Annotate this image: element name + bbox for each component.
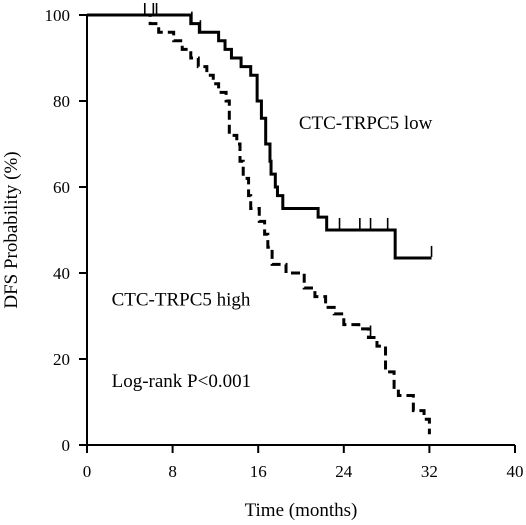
- annotation-logrank: Log-rank P<0.001: [112, 371, 251, 392]
- y-axis-label: DFS Probability (%): [1, 151, 22, 308]
- annotations: CTC-TRPC5 low CTC-TRPC5 high Log-rank P<0.…: [112, 113, 433, 392]
- axes: [79, 14, 516, 453]
- x-axis-label: Time (months): [245, 500, 358, 521]
- x-tick-label: 0: [83, 462, 92, 481]
- x-tick-label: 40: [507, 462, 524, 481]
- survival-curves: [87, 13, 432, 435]
- x-tick-label: 32: [421, 462, 438, 481]
- y-tick-label: 0: [62, 436, 71, 455]
- annotation-high-label: CTC-TRPC5 high: [112, 289, 251, 310]
- y-tick-label: 20: [53, 350, 70, 369]
- x-tick-label: 16: [250, 462, 267, 481]
- y-tick-label: 80: [53, 92, 70, 111]
- annotation-low-label: CTC-TRPC5 low: [299, 113, 433, 134]
- x-tick-label: 24: [335, 462, 353, 481]
- y-tick-label: 100: [45, 6, 71, 25]
- x-tick-label: 8: [168, 462, 177, 481]
- tick-labels: 0 8 16 24 32 40 0 20 40 60 80 100: [45, 6, 524, 481]
- high-expression-curve: [87, 13, 431, 435]
- y-tick-label: 40: [53, 264, 70, 283]
- low-expression-curve: [87, 13, 432, 260]
- censor-marks: [143, 3, 433, 337]
- y-tick-label: 60: [53, 178, 70, 197]
